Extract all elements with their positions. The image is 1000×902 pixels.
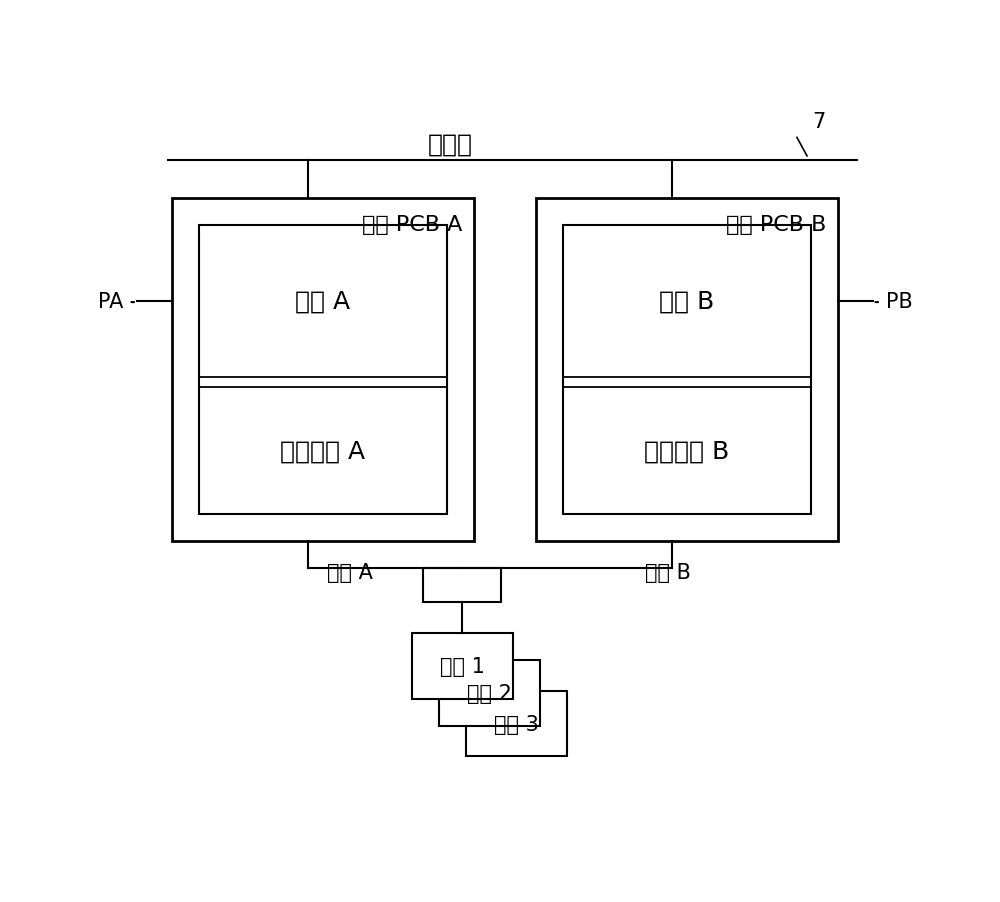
Text: 海底 PCB B: 海底 PCB B <box>726 215 826 235</box>
Text: 计算 A: 计算 A <box>295 290 350 314</box>
Bar <box>466 691 567 757</box>
Text: 装置 1: 装置 1 <box>440 657 485 676</box>
Text: 电子访问 A: 电子访问 A <box>280 439 365 463</box>
Text: 装置 2: 装置 2 <box>467 683 512 704</box>
Bar <box>412 633 512 699</box>
Bar <box>423 568 501 603</box>
Text: PB: PB <box>886 291 913 312</box>
Text: PA: PA <box>98 291 123 312</box>
Text: 7: 7 <box>812 112 826 132</box>
Text: 连接 A: 连接 A <box>327 563 373 583</box>
Text: 电子访问 B: 电子访问 B <box>644 439 730 463</box>
Bar <box>536 199 838 541</box>
Text: 连接 B: 连接 B <box>645 563 690 583</box>
Text: 以太网: 以太网 <box>428 133 473 157</box>
Text: 计算 B: 计算 B <box>659 290 714 314</box>
Bar <box>172 199 474 541</box>
Bar <box>563 226 811 514</box>
Bar <box>439 660 540 726</box>
Text: 装置 3: 装置 3 <box>494 714 539 734</box>
Bar <box>199 226 447 514</box>
Text: 海底 PCB A: 海底 PCB A <box>362 215 462 235</box>
